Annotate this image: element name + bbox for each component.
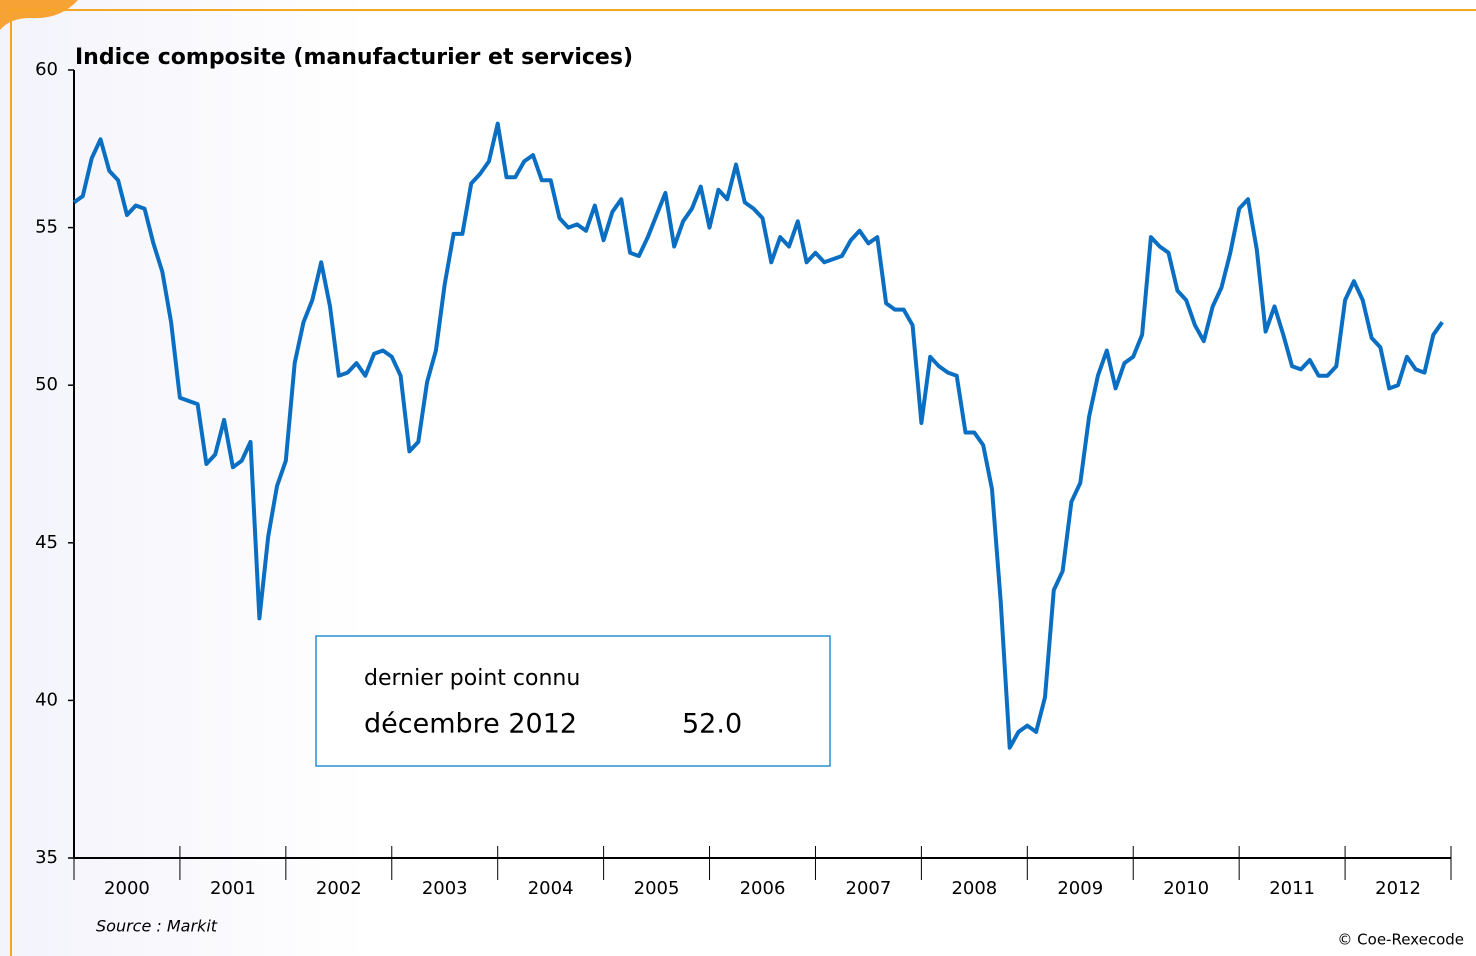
x-tick-label: 2004 bbox=[528, 878, 574, 899]
x-tick-label: 2012 bbox=[1375, 878, 1421, 899]
x-tick-label: 2002 bbox=[316, 878, 362, 899]
x-tick-label: 2010 bbox=[1163, 878, 1209, 899]
x-tick-label: 2000 bbox=[104, 878, 150, 899]
x-tick-label: 2009 bbox=[1057, 878, 1103, 899]
chart-title: Indice composite (manufacturier et servi… bbox=[75, 45, 633, 70]
y-tick-label: 35 bbox=[35, 847, 58, 868]
x-tick-label: 2011 bbox=[1269, 878, 1315, 899]
annotation-box bbox=[315, 635, 831, 767]
x-tick-label: 2001 bbox=[210, 878, 256, 899]
x-tick-label: 2003 bbox=[422, 878, 468, 899]
annotation-text: dernier point connu bbox=[364, 666, 580, 691]
y-tick-label: 45 bbox=[35, 532, 58, 553]
y-tick-label: 50 bbox=[35, 374, 58, 395]
x-tick-label: 2005 bbox=[634, 878, 680, 899]
x-tick-label: 2007 bbox=[846, 878, 892, 899]
x-tick-label: 2008 bbox=[951, 878, 997, 899]
annotation-date: décembre 2012 bbox=[364, 709, 577, 740]
corner-decoration bbox=[0, 0, 78, 30]
y-tick-label: 40 bbox=[35, 689, 58, 710]
y-tick-label: 60 bbox=[35, 59, 58, 80]
data-line bbox=[72, 121, 1444, 750]
x-tick-label: 2006 bbox=[740, 878, 786, 899]
y-tick-label: 55 bbox=[35, 217, 58, 238]
credit: © Coe-Rexecode bbox=[1337, 931, 1464, 949]
source: Source : Markit bbox=[96, 917, 218, 936]
annotation-value: 52.0 bbox=[682, 709, 742, 740]
